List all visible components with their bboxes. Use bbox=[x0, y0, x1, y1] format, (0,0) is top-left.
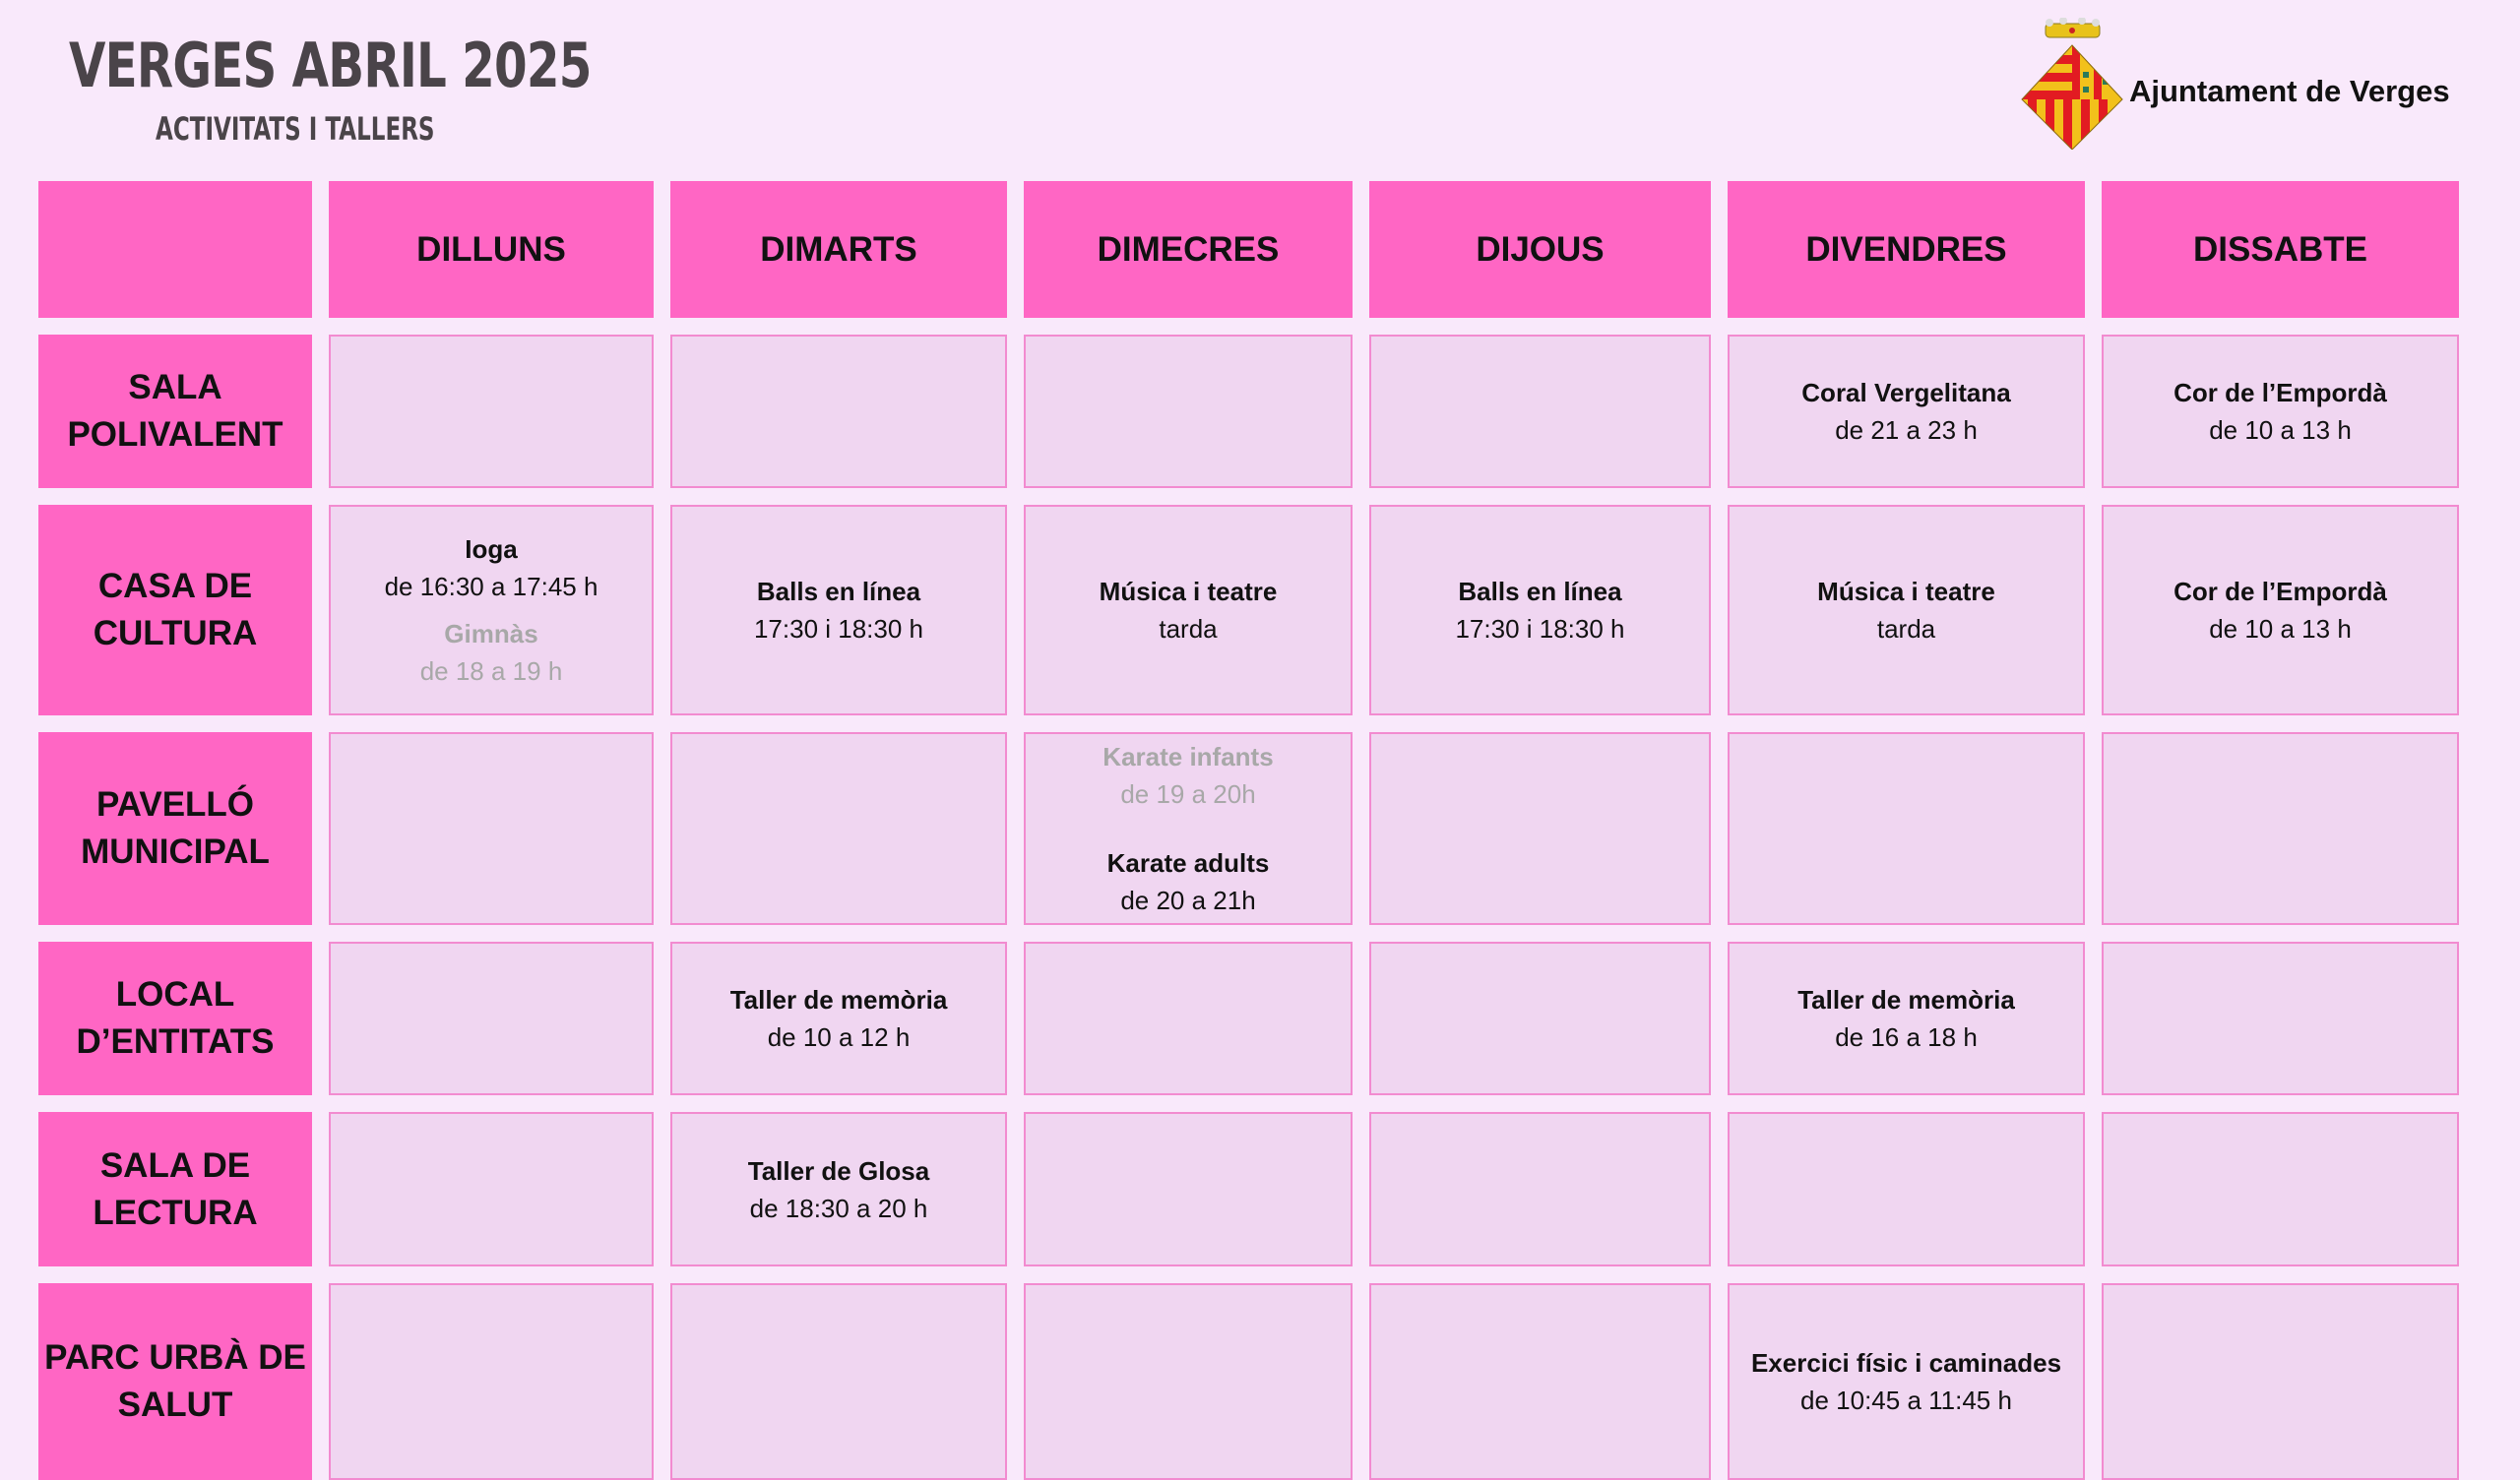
schedule-cell bbox=[2102, 942, 2459, 1095]
activity-name: Karate infants bbox=[1102, 742, 1274, 771]
schedule-cell bbox=[670, 335, 1007, 488]
activity-time: de 19 a 20h bbox=[1120, 779, 1256, 809]
activity-name: Cor de l’Empordà bbox=[2174, 378, 2387, 407]
schedule-cell bbox=[329, 942, 654, 1095]
schedule-cell bbox=[329, 1112, 654, 1266]
schedule-cell: Cor de l’Empordà de 10 a 13 h bbox=[2102, 505, 2459, 715]
schedule-cell: Música i teatre tarda bbox=[1024, 505, 1353, 715]
activity-time: tarda bbox=[1159, 614, 1218, 644]
activity: Música i teatre tarda bbox=[1817, 573, 1995, 648]
schedule-cell bbox=[1024, 335, 1353, 488]
place-header: PARC URBÀ DE SALUT bbox=[38, 1283, 312, 1480]
schedule-table: DILLUNS DIMARTS DIMECRES DIJOUS DIVENDRES DIS… bbox=[38, 181, 2459, 1480]
day-header-divendres: DIVENDRES bbox=[1728, 181, 2085, 318]
activity-name: Coral Vergelitana bbox=[1801, 378, 2011, 407]
activity: Balls en línea 17:30 i 18:30 h bbox=[754, 573, 923, 648]
schedule-cell: Karate infants de 19 a 20h Karate adults de… bbox=[1024, 732, 1353, 925]
activity-name: Música i teatre bbox=[1099, 577, 1278, 606]
schedule-cell bbox=[670, 1283, 1007, 1480]
day-header-dijous: DIJOUS bbox=[1369, 181, 1711, 318]
day-header-dimarts: DIMARTS bbox=[670, 181, 1007, 318]
day-header-dissabte: DISSABTE bbox=[2102, 181, 2459, 318]
day-header-dimecres: DIMECRES bbox=[1024, 181, 1353, 318]
schedule-cell: Exercici físic i caminades de 10:45 a 11:… bbox=[1728, 1283, 2085, 1480]
activity-name: Taller de Glosa bbox=[747, 1155, 930, 1186]
page-subtitle: ACTIVITATS I TALLERS bbox=[156, 110, 435, 148]
activity: Ioga de 16:30 a 17:45 h bbox=[385, 530, 598, 605]
activity: Taller de memòria de 16 a 18 h bbox=[1797, 981, 2015, 1056]
activity: Música i teatre tarda bbox=[1100, 573, 1278, 648]
place-header: CASA DE CULTURA bbox=[38, 505, 312, 715]
place-header: LOCAL D’ENTITATS bbox=[38, 942, 312, 1095]
activity-time: tarda bbox=[1876, 614, 1936, 644]
schedule-cell: Balls en línea 17:30 i 18:30 h bbox=[670, 505, 1007, 715]
schedule-cell bbox=[1024, 1112, 1353, 1266]
activity: Gimnàs de 18 a 19 h bbox=[420, 615, 563, 690]
activity: Cor de l’Empordà de 10 a 13 h bbox=[2174, 573, 2387, 648]
activity-name: Cor de l’Empordà bbox=[2174, 577, 2387, 606]
schedule-cell bbox=[2102, 1283, 2459, 1480]
schedule-cell: Ioga de 16:30 a 17:45 h Gimnàs de 18 a 19 h bbox=[329, 505, 654, 715]
activity: Exercici físic i caminades de 10:45 a 11:… bbox=[1751, 1344, 2061, 1419]
schedule-cell: Coral Vergelitana de 21 a 23 h bbox=[1728, 335, 2085, 488]
activity-time: de 21 a 23 h bbox=[1835, 415, 1978, 445]
activity-name: Balls en línea bbox=[756, 577, 921, 606]
corner-header-cell bbox=[38, 181, 312, 318]
activity-time: de 10 a 13 h bbox=[2209, 614, 2352, 644]
coat-of-arms-logo bbox=[2021, 18, 2123, 150]
activity: Cor de l’Empordà de 10 a 13 h bbox=[2174, 374, 2387, 449]
schedule-cell bbox=[1728, 1112, 2085, 1266]
schedule-cell bbox=[1369, 942, 1711, 1095]
day-header-dilluns: DILLUNS bbox=[329, 181, 654, 318]
schedule-cell: Taller de memòria de 16 a 18 h bbox=[1728, 942, 2085, 1095]
schedule-cell: Música i teatre tarda bbox=[1728, 505, 2085, 715]
activity-name: Balls en línea bbox=[1458, 577, 1622, 606]
place-header: SALA DE LECTURA bbox=[38, 1112, 312, 1266]
activity-time: 17:30 i 18:30 h bbox=[1455, 614, 1625, 644]
schedule-cell bbox=[1369, 335, 1711, 488]
activity-time: de 18:30 a 20 h bbox=[749, 1193, 928, 1223]
schedule-cell bbox=[1369, 732, 1711, 925]
activity: Karate infants de 19 a 20h bbox=[1102, 738, 1273, 813]
schedule-cell bbox=[2102, 732, 2459, 925]
schedule-cell: Cor de l’Empordà de 10 a 13 h bbox=[2102, 335, 2459, 488]
schedule-cell: Taller de memòria de 10 a 12 h bbox=[670, 942, 1007, 1095]
activity-time: 17:30 i 18:30 h bbox=[753, 614, 924, 644]
activity: Taller de memòria de 10 a 12 h bbox=[730, 981, 948, 1056]
activity: Coral Vergelitana de 21 a 23 h bbox=[1801, 374, 2010, 449]
schedule-cell bbox=[670, 732, 1007, 925]
activity-time: de 10:45 a 11:45 h bbox=[1800, 1386, 2012, 1415]
activity-name: Taller de memòria bbox=[1797, 985, 2015, 1015]
activity: Taller de Glosa de 18:30 a 20 h bbox=[748, 1152, 929, 1227]
activity-time: de 16 a 18 h bbox=[1835, 1022, 1978, 1052]
schedule-cell bbox=[2102, 1112, 2459, 1266]
schedule-cell bbox=[1369, 1112, 1711, 1266]
activity-name: Exercici físic i caminades bbox=[1750, 1348, 2062, 1378]
schedule-cell bbox=[1024, 1283, 1353, 1480]
schedule-cell: Balls en línea 17:30 i 18:30 h bbox=[1369, 505, 1711, 715]
activity-time: de 10 a 12 h bbox=[767, 1022, 911, 1052]
schedule-cell bbox=[1369, 1283, 1711, 1480]
logo-text: Ajuntament de Verges bbox=[2129, 74, 2450, 108]
activity-name: Taller de memòria bbox=[729, 985, 948, 1015]
schedule-cell bbox=[1024, 942, 1353, 1095]
activity: Karate adults de 20 a 21h bbox=[1107, 844, 1270, 919]
activity-name: Karate adults bbox=[1106, 848, 1270, 878]
activity-time: de 10 a 13 h bbox=[2209, 415, 2352, 445]
place-header: SALA POLIVALENT bbox=[38, 335, 312, 488]
schedule-cell bbox=[329, 732, 654, 925]
schedule-cell bbox=[329, 1283, 654, 1480]
activity-time: de 20 a 21h bbox=[1120, 886, 1256, 915]
schedule-cell: Taller de Glosa de 18:30 a 20 h bbox=[670, 1112, 1007, 1266]
activity-time: de 18 a 19 h bbox=[419, 656, 563, 686]
activity-name: Música i teatre bbox=[1817, 577, 1995, 606]
schedule-cell bbox=[1728, 732, 2085, 925]
activity-name: Gimnàs bbox=[444, 619, 538, 648]
activity: Balls en línea 17:30 i 18:30 h bbox=[1455, 573, 1624, 648]
activity-time: de 16:30 a 17:45 h bbox=[384, 572, 598, 601]
page-title: VERGES ABRIL 2025 bbox=[69, 30, 592, 101]
activity-name: Ioga bbox=[465, 534, 518, 564]
place-header: PAVELLÓ MUNICIPAL bbox=[38, 732, 312, 925]
schedule-cell bbox=[329, 335, 654, 488]
